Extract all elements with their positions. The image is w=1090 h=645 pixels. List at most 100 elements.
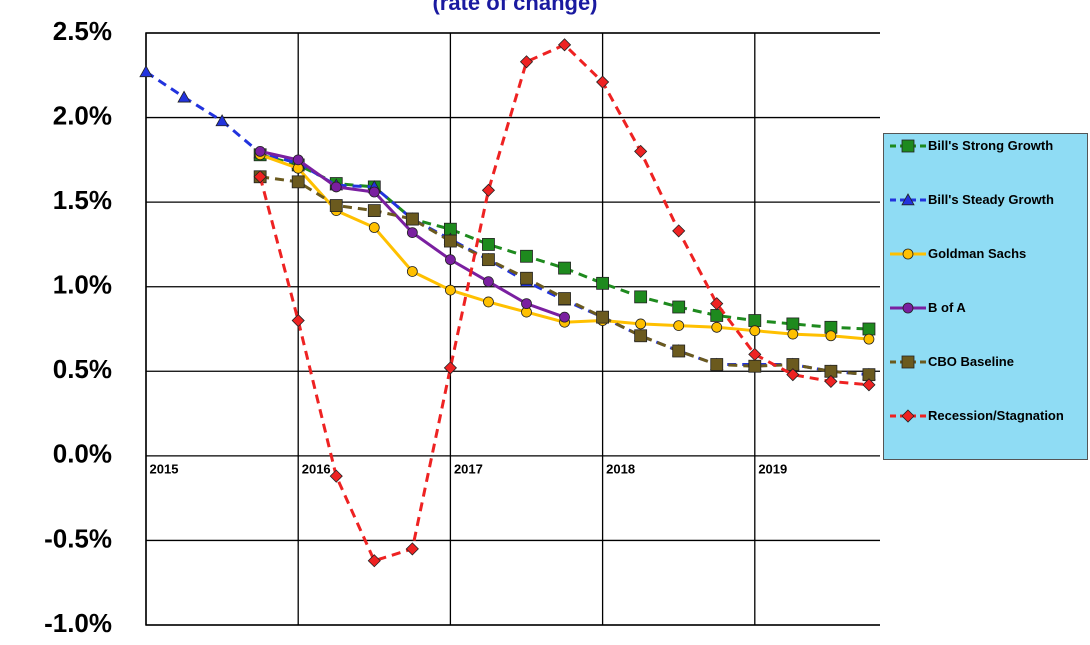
marker	[634, 329, 648, 343]
marker	[710, 297, 724, 311]
marker	[368, 186, 380, 198]
legend-entry: B of A	[888, 300, 1083, 354]
marker	[558, 292, 571, 305]
marker	[862, 322, 876, 336]
y-tick-label: 2.5%	[53, 16, 112, 46]
series-line	[259, 153, 870, 331]
marker	[254, 145, 266, 157]
marker	[559, 311, 570, 323]
marker	[483, 296, 494, 308]
legend-swatch	[890, 355, 926, 369]
marker	[330, 181, 342, 193]
marker	[672, 300, 686, 314]
legend-label: Bill's Strong Growth	[928, 138, 1054, 153]
y-tick-label: 0.0%	[53, 439, 112, 469]
x-tick-label: 2017	[454, 461, 483, 476]
marker	[748, 347, 762, 361]
marker	[291, 313, 305, 328]
marker	[177, 90, 191, 103]
marker	[444, 284, 456, 296]
marker	[520, 271, 533, 285]
marker	[405, 542, 419, 556]
marker	[673, 320, 685, 332]
marker	[405, 212, 419, 226]
marker	[139, 65, 153, 78]
marker	[786, 317, 800, 331]
marker	[557, 38, 572, 52]
marker	[443, 361, 457, 375]
x-tick-label: 2018	[606, 461, 635, 476]
marker	[596, 276, 609, 290]
marker	[786, 368, 800, 382]
legend-swatch	[890, 248, 926, 260]
legend-label: Goldman Sachs	[928, 246, 1027, 261]
plot-area	[145, 32, 908, 626]
marker	[596, 75, 610, 89]
marker	[748, 314, 762, 327]
marker	[482, 238, 495, 251]
marker	[406, 266, 418, 277]
marker	[902, 302, 914, 314]
marker	[825, 330, 837, 342]
y-tick-label: 0.5%	[53, 354, 112, 384]
legend-swatch	[890, 409, 926, 423]
marker	[749, 325, 761, 337]
marker	[901, 193, 915, 206]
marker	[329, 199, 343, 212]
legend: Bill's Strong Growth Bill's Steady Growth…	[883, 133, 1088, 460]
marker	[367, 204, 381, 218]
y-tick-label: 1.0%	[53, 270, 112, 300]
marker	[443, 234, 457, 248]
y-tick-label: -1.0%	[44, 608, 112, 638]
marker	[824, 374, 838, 388]
y-tick-label: 1.5%	[53, 185, 112, 215]
y-tick-label: -0.5%	[44, 523, 112, 553]
marker	[520, 249, 533, 263]
marker	[902, 248, 914, 260]
marker	[901, 409, 915, 423]
marker	[901, 139, 915, 153]
legend-label: Bill's Steady Growth	[928, 192, 1054, 207]
chart-subtitle: (rate of change)	[432, 0, 597, 15]
marker	[558, 261, 571, 275]
y-tick-label: 2.0%	[53, 100, 112, 130]
legend-swatch	[890, 302, 926, 314]
marker	[291, 175, 305, 189]
marker	[672, 344, 686, 358]
marker	[748, 359, 762, 373]
legend-entry: Goldman Sachs	[888, 246, 1083, 300]
x-tick-label: 2015	[150, 461, 179, 476]
x-tick-label: 2016	[302, 461, 331, 476]
marker	[634, 144, 648, 158]
marker	[215, 114, 229, 127]
marker	[406, 227, 418, 238]
marker	[292, 154, 304, 166]
marker	[253, 170, 267, 184]
marker	[519, 55, 534, 69]
marker	[596, 310, 609, 324]
marker	[901, 355, 915, 369]
legend-swatch	[890, 193, 926, 206]
marker	[368, 222, 380, 233]
legend-label: Recession/Stagnation	[928, 408, 1064, 423]
marker	[672, 224, 686, 238]
marker	[482, 253, 495, 267]
marker	[710, 358, 724, 371]
marker	[635, 318, 647, 330]
marker	[711, 321, 723, 333]
chart: (rate of change) -1.0% -0.5% 0.0% 0.5% 1.0% 1…	[44, 0, 908, 638]
legend-entry: Recession/Stagnation	[888, 408, 1083, 462]
marker	[481, 183, 496, 197]
x-tick-label: 2019	[758, 461, 787, 476]
marker	[521, 298, 532, 310]
marker	[367, 554, 381, 568]
marker	[863, 333, 875, 345]
marker	[329, 469, 343, 483]
legend-swatch	[890, 139, 926, 153]
marker	[634, 290, 648, 304]
marker	[862, 378, 876, 392]
legend-label: B of A	[928, 300, 966, 315]
marker	[483, 276, 494, 288]
marker	[787, 328, 799, 340]
